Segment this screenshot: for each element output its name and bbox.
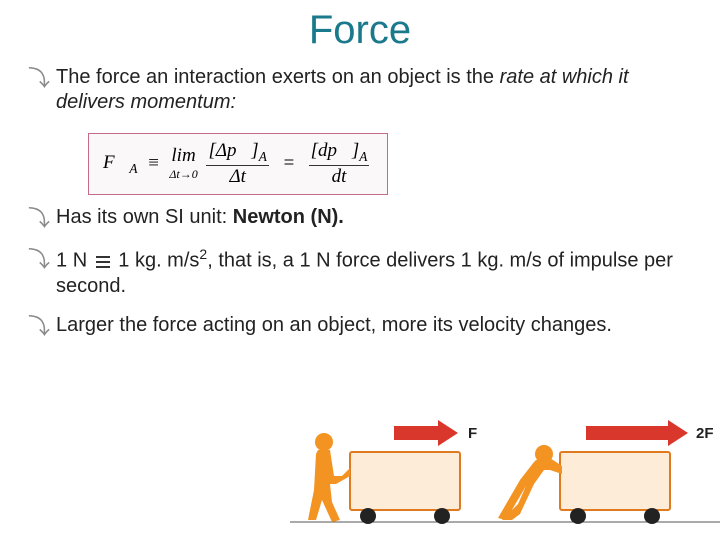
b1-pre: The force an interaction exerts on an ob… [56, 66, 500, 88]
bullet-1: ⤵ The force an interaction exerts on an … [28, 65, 692, 115]
triple-equals-icon [96, 255, 110, 269]
right-scene: 2F [498, 420, 714, 524]
frac2-den: dt [309, 166, 370, 188]
formula-F: F [103, 152, 129, 173]
bullet-swirl-icon: ⤵ [28, 65, 50, 93]
left-scene: F [308, 420, 477, 524]
frac2-num: [dp⃗] [311, 140, 360, 161]
slide-content: ⤵ The force an interaction exerts on an … [0, 65, 720, 340]
formula-box: F⃗A ≡ lim Δt→0 [Δp⃗]A Δt = [dp⃗]A dt [88, 133, 388, 195]
label-f: F [468, 425, 477, 442]
bullet-swirl-icon: ⤵ [28, 246, 50, 274]
b3-p2: 1 kg. m/s [113, 250, 200, 272]
formula-lim: lim Δt→0 [169, 145, 197, 182]
frac1-num: [Δp⃗] [208, 140, 258, 161]
bullet-3-text: 1 N 1 kg. m/s2, that is, a 1 N force del… [56, 246, 692, 299]
bullet-3: ⤵ 1 N 1 kg. m/s2, that is, a 1 N force d… [28, 246, 692, 299]
frac1-num-sub: A [259, 149, 267, 164]
frac1-den: Δt [206, 166, 268, 188]
frac2-num-sub: A [359, 149, 367, 164]
b2-bold: Newton (N). [233, 206, 344, 228]
label-2f: 2F [696, 425, 714, 442]
formula-frac1: [Δp⃗]A Δt [206, 140, 268, 188]
lim-sub: Δt→0 [169, 167, 197, 182]
bullet-4: ⤵ Larger the force acting on an object, … [28, 313, 692, 341]
force-arrow-2f: 2F [586, 420, 714, 446]
slide-title: Force [0, 0, 720, 65]
force-arrow-f: F [394, 420, 477, 446]
b2-pre: Has its own SI unit: [56, 206, 233, 228]
formula-lhs-sub: A [129, 161, 137, 176]
pushing-illustration: F 2F [290, 404, 720, 534]
bullet-2-text: Has its own SI unit: Newton (N). [56, 205, 692, 230]
bullet-swirl-icon: ⤵ [28, 313, 50, 341]
bullet-swirl-icon: ⤵ [28, 205, 50, 233]
bullet-1-text: The force an interaction exerts on an ob… [56, 65, 692, 115]
b3-p1: 1 N [56, 250, 93, 272]
formula-lhs: F⃗A [103, 152, 142, 173]
bullet-2: ⤵ Has its own SI unit: Newton (N). [28, 205, 692, 233]
bullet-4-text: Larger the force acting on an object, mo… [56, 313, 692, 338]
formula-frac2: [dp⃗]A dt [309, 140, 370, 188]
lim-label: lim [169, 145, 197, 167]
